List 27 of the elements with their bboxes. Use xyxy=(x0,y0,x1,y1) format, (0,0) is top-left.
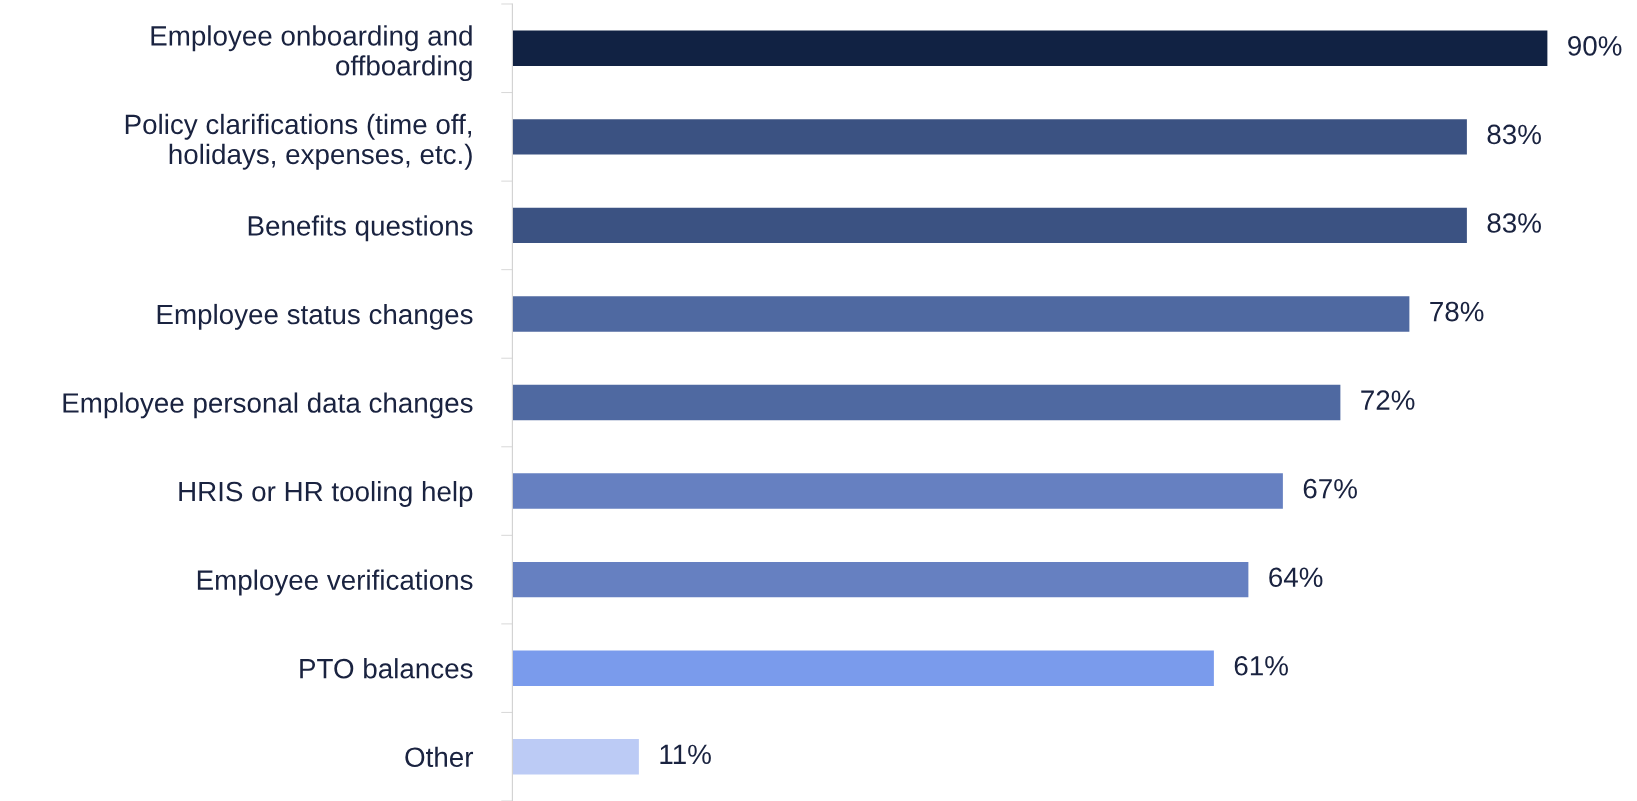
y-tick-label: Employee status changes xyxy=(157,303,473,330)
y-tick-label: Employee verifications xyxy=(197,569,473,596)
bar xyxy=(512,384,1341,421)
data-label: 78% xyxy=(1430,301,1484,322)
y-tick-label: Policy clarifications (time off, holidays, expenses, etc.) xyxy=(125,113,472,170)
bar xyxy=(512,30,1548,66)
data-label: 64% xyxy=(1269,567,1323,588)
bar xyxy=(512,296,1410,332)
bar xyxy=(512,119,1467,155)
bar xyxy=(512,739,639,775)
data-label: 61% xyxy=(1234,655,1288,676)
data-label: 90% xyxy=(1568,36,1622,56)
y-tick-label: Employee onboarding and offboarding xyxy=(151,25,472,82)
bar xyxy=(512,207,1467,244)
data-label: 83% xyxy=(1487,124,1541,145)
data-label: 72% xyxy=(1361,390,1415,410)
y-tick-label: Employee personal data changes xyxy=(63,392,473,419)
y-tick-label: Other xyxy=(405,746,474,768)
data-label: 67% xyxy=(1303,478,1357,499)
y-tick-label: Benefits questions xyxy=(248,215,473,242)
y-tick-label: PTO balances xyxy=(300,658,473,679)
data-label: 83% xyxy=(1487,213,1541,233)
data-label: 11% xyxy=(660,744,711,765)
bar xyxy=(512,561,1249,598)
bar xyxy=(512,650,1214,686)
bar xyxy=(512,473,1283,509)
y-tick-label: HRIS or HR tooling help xyxy=(179,480,473,507)
